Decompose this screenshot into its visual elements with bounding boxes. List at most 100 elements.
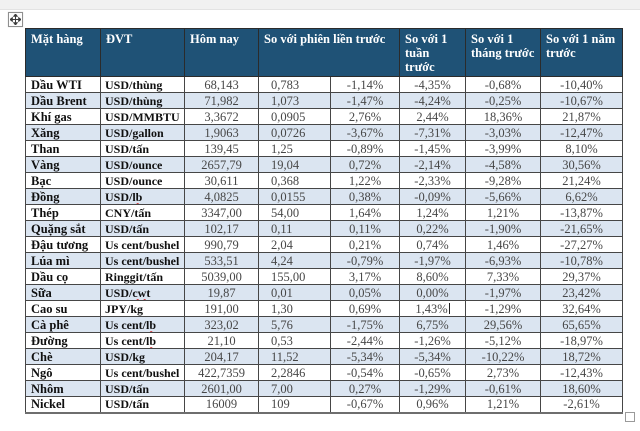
pct-month-cell[interactable]: -1,29% [465,300,542,317]
pct-year-cell[interactable]: 29,37% [540,268,624,285]
unit-cell[interactable]: USD/tấn [100,220,185,237]
unit-cell[interactable]: CNY/tấn [100,204,185,221]
pct-month-cell[interactable]: 1,46% [465,236,542,253]
unit-cell[interactable]: USD/tấn [100,140,185,157]
change-cell[interactable]: 4,24 [258,252,331,269]
pct-session-cell[interactable]: 1,64% [329,204,401,221]
today-cell[interactable]: 3,3672 [184,108,259,125]
unit-cell[interactable]: USD/thùng [100,92,185,109]
commodity-name-cell[interactable]: Chè [25,348,101,365]
today-cell[interactable]: 16009 [184,396,259,414]
today-cell[interactable]: 3347,00 [184,204,259,221]
commodity-name-cell[interactable]: Nickel [25,396,101,414]
pct-year-cell[interactable]: 8,10% [540,140,624,157]
pct-year-cell[interactable]: -18,97% [540,332,624,349]
pct-session-cell[interactable]: 0,69% [329,300,401,317]
today-cell[interactable]: 990,79 [184,236,259,253]
today-cell[interactable]: 139,45 [184,140,259,157]
pct-month-cell[interactable]: -0,25% [465,92,542,109]
pct-week-cell[interactable]: -1,45% [399,140,467,157]
pct-month-cell[interactable]: -5,66% [465,188,542,205]
header-commodity[interactable]: Mặt hàng [25,28,101,77]
pct-week-cell[interactable]: 2,44% [399,108,467,125]
unit-cell[interactable]: USD/ounce [100,156,185,173]
commodity-name-cell[interactable]: Khí gas [25,108,101,125]
change-cell[interactable]: 109 [258,396,331,414]
commodity-name-cell[interactable]: Đường [25,332,101,349]
pct-month-cell[interactable]: -6,93% [465,252,542,269]
commodity-name-cell[interactable]: Dầu WTI [25,76,101,93]
commodity-name-cell[interactable]: Dầu cọ [25,268,101,285]
unit-cell[interactable]: Us cent/bushel [100,252,185,269]
change-cell[interactable]: 19,04 [258,156,331,173]
change-cell[interactable]: 0,53 [258,332,331,349]
pct-session-cell[interactable]: 0,38% [329,188,401,205]
pct-year-cell[interactable]: 23,42% [540,284,624,301]
pct-week-cell[interactable]: 1,43% [399,300,467,317]
pct-month-cell[interactable]: -0,68% [465,76,542,93]
commodity-name-cell[interactable]: Dầu Brent [25,92,101,109]
unit-cell[interactable]: USD/lb [100,188,185,205]
pct-month-cell[interactable]: -1,97% [465,284,542,301]
today-cell[interactable]: 2601,00 [184,380,259,397]
today-cell[interactable]: 4,0825 [184,188,259,205]
change-cell[interactable]: 2,04 [258,236,331,253]
pct-year-cell[interactable]: 32,64% [540,300,624,317]
pct-month-cell[interactable]: 18,36% [465,108,542,125]
pct-session-cell[interactable]: -1,75% [329,316,401,333]
unit-cell[interactable]: Us cent/bushel [100,236,185,253]
commodity-name-cell[interactable]: Đậu tương [25,236,101,253]
pct-year-cell[interactable]: -12,43% [540,364,624,381]
header-vs-one-month[interactable]: So với 1 tháng trước [465,28,542,77]
pct-session-cell[interactable]: 1,22% [329,172,401,189]
pct-session-cell[interactable]: 0,27% [329,380,401,397]
pct-month-cell[interactable]: 29,56% [465,316,542,333]
today-cell[interactable]: 71,982 [184,92,259,109]
pct-week-cell[interactable]: -4,24% [399,92,467,109]
today-cell[interactable]: 21,10 [184,332,259,349]
pct-week-cell[interactable]: 0,96% [399,396,467,414]
change-cell[interactable]: 1,30 [258,300,331,317]
pct-week-cell[interactable]: -0,65% [399,364,467,381]
today-cell[interactable]: 19,87 [184,284,259,301]
pct-month-cell[interactable]: -0,61% [465,380,542,397]
table-move-handle[interactable] [8,12,23,27]
pct-week-cell[interactable]: 8,60% [399,268,467,285]
pct-session-cell[interactable]: -2,44% [329,332,401,349]
pct-year-cell[interactable]: -2,61% [540,396,624,414]
commodity-name-cell[interactable]: Than [25,140,101,157]
pct-week-cell[interactable]: -0,09% [399,188,467,205]
pct-year-cell[interactable]: -10,40% [540,76,624,93]
today-cell[interactable]: 422,7359 [184,364,259,381]
header-vs-previous-session[interactable]: So với phiên liền trước [257,28,401,77]
today-cell[interactable]: 191,00 [184,300,259,317]
unit-cell[interactable]: USD/gallon [100,124,185,141]
pct-session-cell[interactable]: -3,67% [329,124,401,141]
change-cell[interactable]: 0,11 [258,220,331,237]
pct-week-cell[interactable]: 1,24% [399,204,467,221]
pct-month-cell[interactable]: 7,33% [465,268,542,285]
unit-cell[interactable]: USD/tấn [100,396,185,414]
commodity-name-cell[interactable]: Bạc [25,172,101,189]
pct-year-cell[interactable]: 30,56% [540,156,624,173]
change-cell[interactable]: 0,01 [258,284,331,301]
pct-session-cell[interactable]: 0,05% [329,284,401,301]
pct-year-cell[interactable]: 6,62% [540,188,624,205]
header-unit[interactable]: ĐVT [100,28,185,77]
pct-month-cell[interactable]: -5,12% [465,332,542,349]
commodity-name-cell[interactable]: Xăng [25,124,101,141]
change-cell[interactable]: 0,783 [258,76,331,93]
change-cell[interactable]: 0,0155 [258,188,331,205]
commodity-name-cell[interactable]: Cao su [25,300,101,317]
pct-month-cell[interactable]: -4,58% [465,156,542,173]
pct-year-cell[interactable]: 18,60% [540,380,624,397]
today-cell[interactable]: 5039,00 [184,268,259,285]
pct-year-cell[interactable]: -10,67% [540,92,624,109]
unit-cell[interactable]: USD/thùng [100,76,185,93]
change-cell[interactable]: 54,00 [258,204,331,221]
change-cell[interactable]: 7,00 [258,380,331,397]
commodity-name-cell[interactable]: Ngô [25,364,101,381]
pct-week-cell[interactable]: 0,74% [399,236,467,253]
pct-month-cell[interactable]: 1,21% [465,204,542,221]
commodity-name-cell[interactable]: Lúa mì [25,252,101,269]
